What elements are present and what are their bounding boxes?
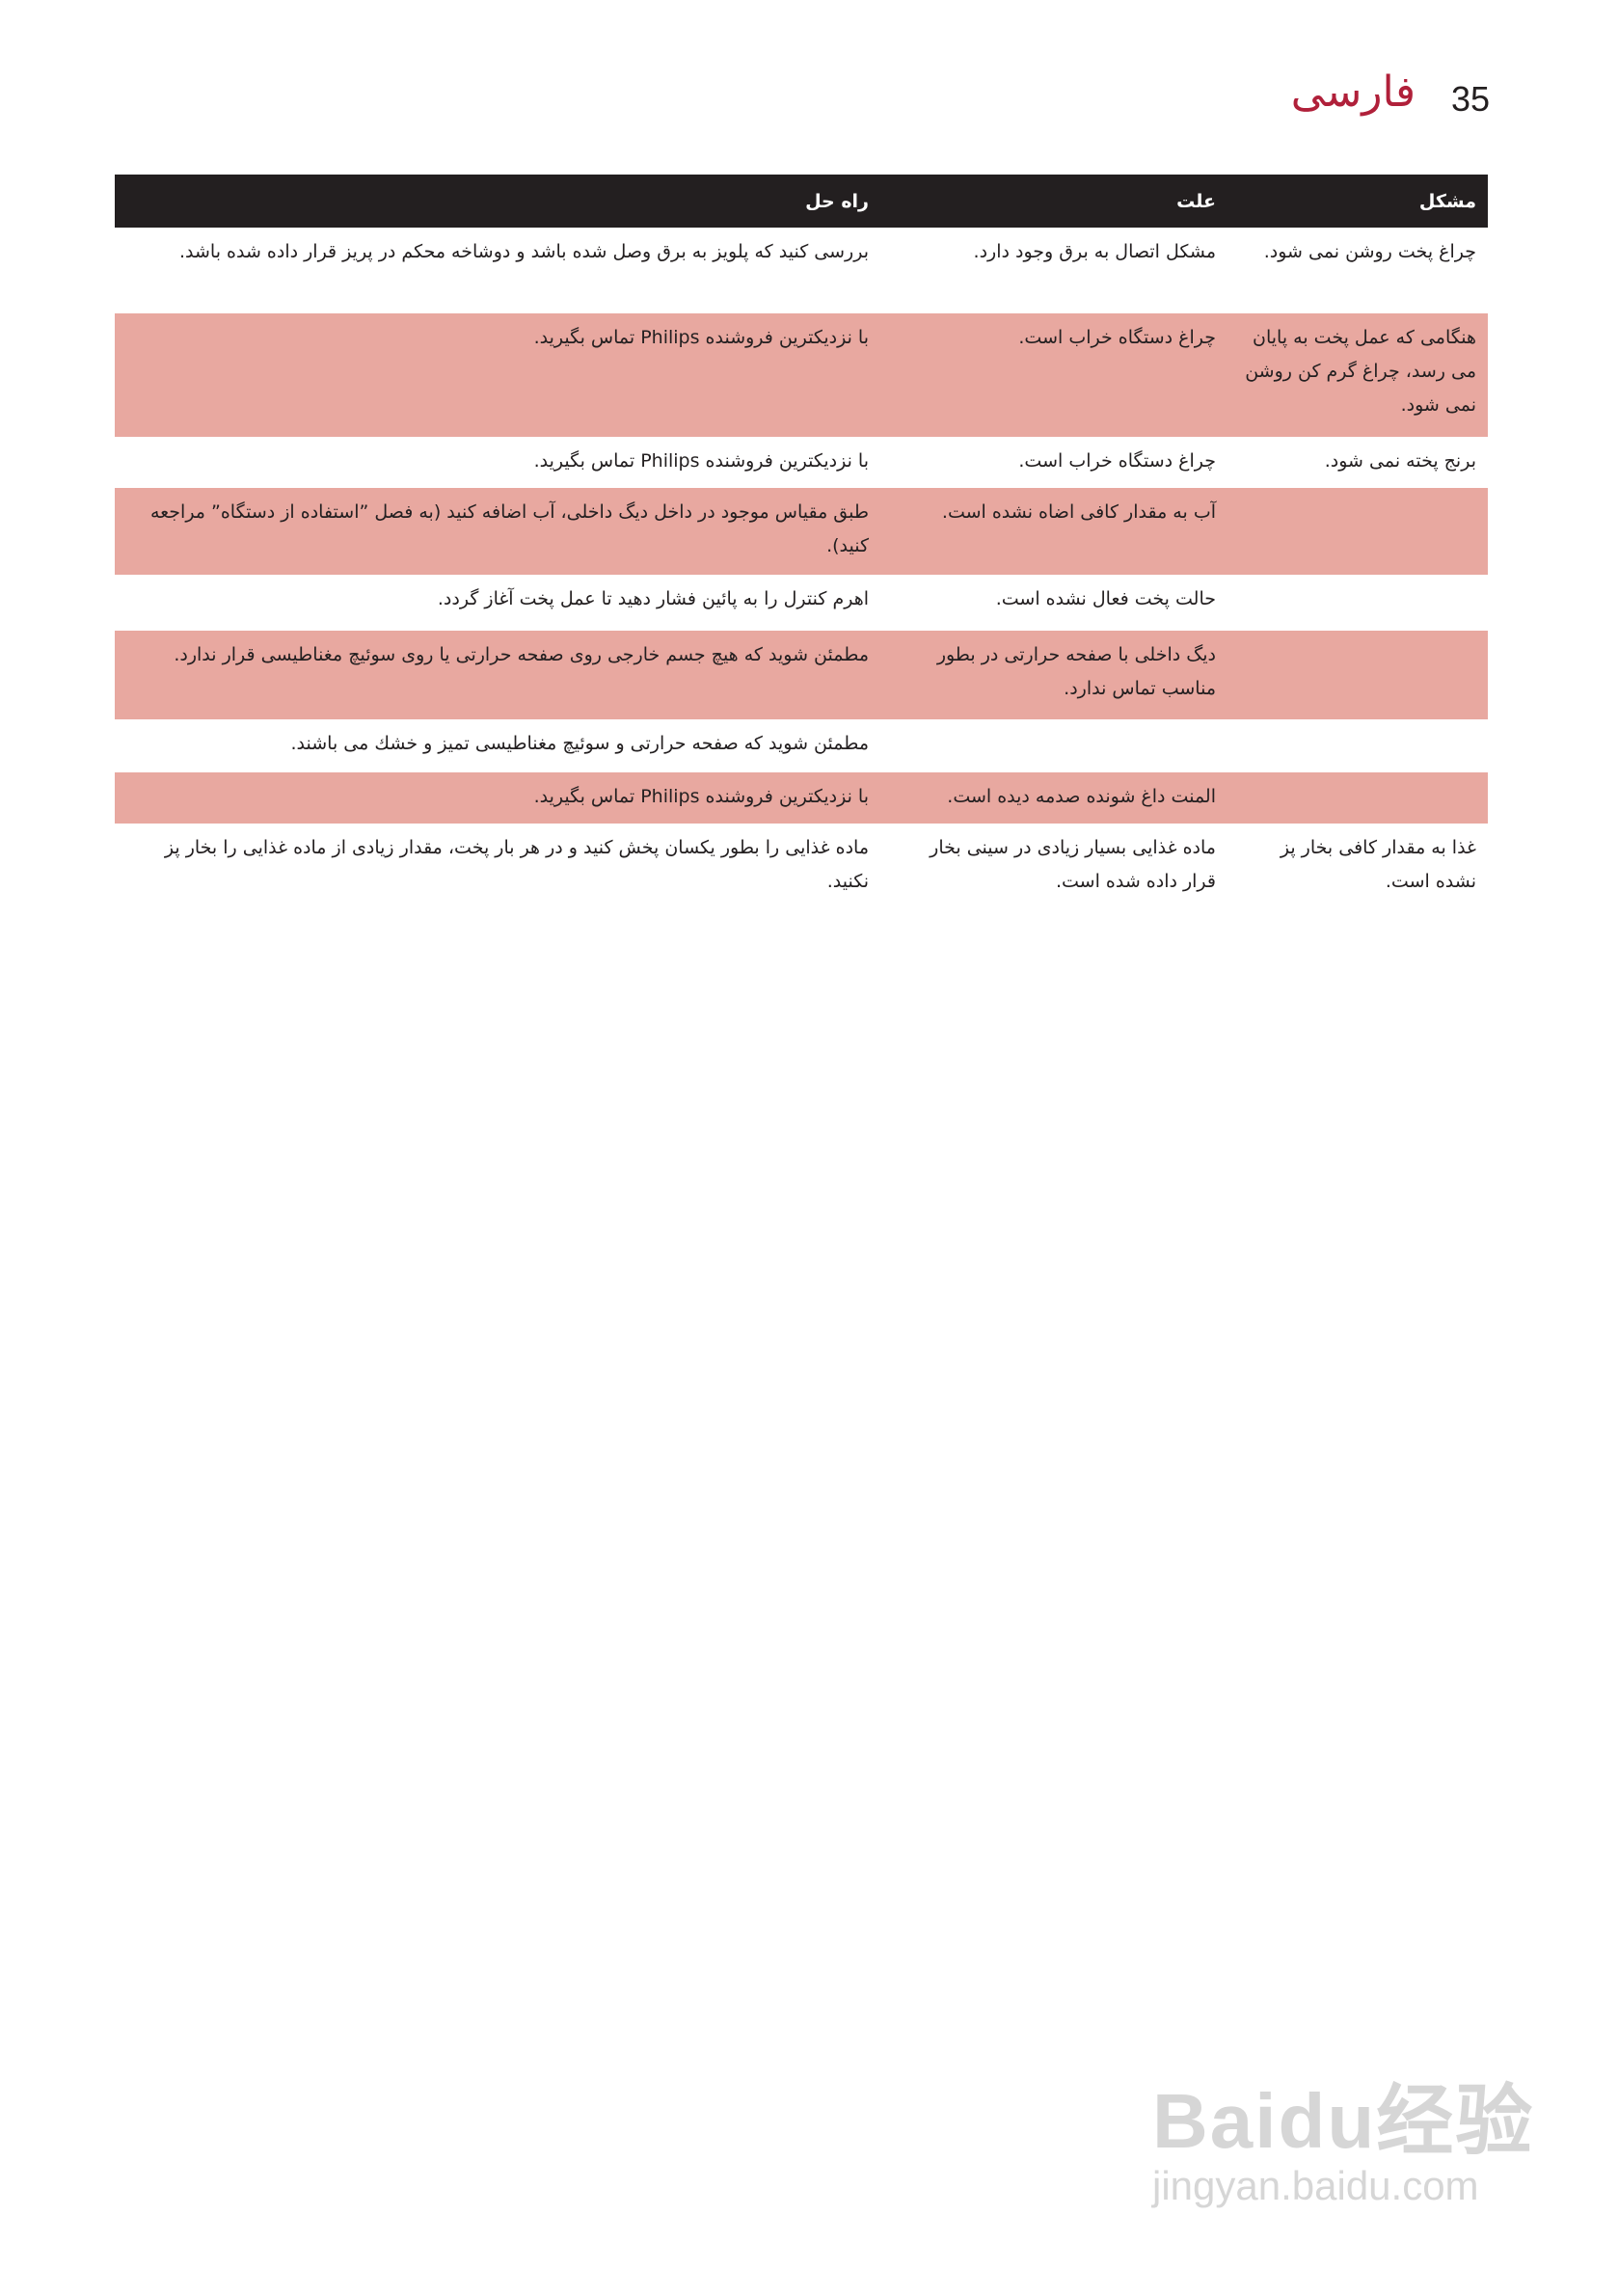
- cell-cause: آب به مقدار کافی اضاه نشده است.: [880, 488, 1227, 575]
- cell-cause: دیگ داخلی با صفحه حرارتی در بطور مناسب ت…: [880, 631, 1227, 719]
- table-row: حالت پخت فعال نشده است. اهرم کنترل را به …: [115, 575, 1488, 631]
- cell-solution: طبق مقیاس موجود در داخل دیگ داخلی، آب اض…: [115, 488, 880, 575]
- column-header-solution: راه حل: [115, 175, 880, 228]
- language-title: فارسی: [1290, 68, 1416, 117]
- cell-problem: [1227, 488, 1488, 575]
- cell-cause: [880, 719, 1227, 772]
- cell-cause: مشکل اتصال به برق وجود دارد.: [973, 241, 1216, 262]
- cell-problem: [1227, 719, 1488, 772]
- column-header-cause: علت: [880, 175, 1227, 228]
- watermark-url: jingyan.baidu.com: [1152, 2163, 1479, 2208]
- baidu-watermark: Baidu经验 jingyan.baidu.com: [1152, 2059, 1534, 2209]
- table-row: مطمئن شوید که صفحه حرارتی و سوئیچ مغناطی…: [115, 719, 1488, 772]
- cell-problem: [1227, 772, 1488, 824]
- cell-cause: المنت داغ شونده صدمه دیده است.: [880, 772, 1227, 824]
- table-row: هنگامی که عمل پخت به پایان می رسد، چراغ …: [115, 313, 1488, 437]
- table-row: آب به مقدار کافی اضاه نشده است. طبق مقیاس…: [115, 488, 1488, 575]
- cell-solution: اهرم کنترل را به پائین فشار دهید تا عمل …: [437, 588, 869, 609]
- cell-solution: مطمئن شوید که هیچ جسم خارجی روی صفحه حرا…: [115, 631, 880, 719]
- cell-problem: غذا به مقدار کافی بخار پز نشده است.: [1280, 837, 1476, 892]
- cell-cause: حالت پخت فعال نشده است.: [995, 588, 1216, 609]
- cell-solution: بررسی کنید که پلویز به برق وصل شده باشد …: [178, 241, 869, 262]
- table-row: دیگ داخلی با صفحه حرارتی در بطور مناسب ت…: [115, 631, 1488, 719]
- cell-cause: چراغ دستگاه خراب است.: [880, 313, 1227, 437]
- table-row: برنج پخته نمی شود. چراغ دستگاه خراب است. ب…: [115, 437, 1488, 488]
- cell-problem: چراغ پخت روشن نمی شود.: [1263, 241, 1476, 262]
- table-row: غذا به مقدار کافی بخار پز نشده است. ماده …: [115, 824, 1488, 905]
- cell-solution: با نزدیکترین فروشنده Philips تماس بگیرید…: [115, 772, 880, 824]
- troubleshooting-table: مشکل علت راه حل چراغ پخت روشن نمی شود. مش…: [115, 175, 1488, 905]
- cell-problem: [1227, 631, 1488, 719]
- table-header-row: مشکل علت راه حل: [115, 175, 1488, 228]
- cell-cause: ماده غذایی بسیار زیادی در سینی بخار قرار…: [930, 837, 1216, 892]
- cell-solution: مطمئن شوید که صفحه حرارتی و سوئیچ مغناطی…: [290, 733, 869, 754]
- cell-problem: هنگامی که عمل پخت به پایان می رسد، چراغ …: [1227, 313, 1488, 437]
- cell-solution: با نزدیکترین فروشنده Philips تماس بگیرید…: [533, 450, 869, 472]
- watermark-logo: Baidu经验: [1152, 2078, 1535, 2164]
- cell-solution: ماده غذایی را بطور یکسان پخش کنید و در ه…: [164, 837, 869, 892]
- cell-cause: چراغ دستگاه خراب است.: [1018, 450, 1216, 472]
- column-header-problem: مشکل: [1227, 175, 1488, 228]
- cell-problem: برنج پخته نمی شود.: [1324, 450, 1476, 472]
- cell-problem: [1227, 575, 1488, 631]
- table-row: چراغ پخت روشن نمی شود. مشکل اتصال به برق …: [115, 228, 1488, 313]
- table-row: المنت داغ شونده صدمه دیده است. با نزدیکتر…: [115, 772, 1488, 824]
- page-number: 35: [1451, 79, 1491, 119]
- cell-solution: با نزدیکترین فروشنده Philips تماس بگیرید…: [115, 313, 880, 437]
